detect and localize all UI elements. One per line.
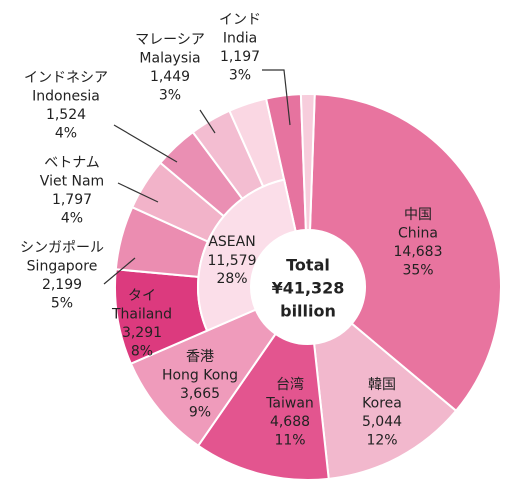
segment-label: 3% (159, 88, 181, 104)
segment-label: 8% (131, 344, 153, 360)
segment-label: Singapore (27, 259, 98, 275)
segment-label: 14,683 (394, 244, 443, 260)
segment-label: Viet Nam (40, 174, 104, 190)
segment-label: ベトナム (44, 155, 100, 171)
segment-label: 5% (51, 296, 73, 312)
segment-label: マレーシア (135, 32, 205, 48)
segment-label: 3% (229, 68, 251, 84)
center-hole (251, 230, 365, 344)
total-label: billion (280, 302, 336, 321)
segment-label: 4% (55, 126, 77, 142)
leader-line (117, 182, 159, 203)
leader-line (199, 109, 216, 134)
segment-label: 1,449 (150, 69, 190, 85)
segment-label: 1,524 (46, 107, 86, 123)
segment-label: 12% (366, 433, 397, 449)
segment-label: 9% (189, 405, 211, 421)
segment-label: 香港 (186, 349, 214, 365)
segment-label: 2,199 (42, 277, 82, 293)
segment-label: 1,197 (220, 49, 260, 65)
segment-label: 1,797 (52, 192, 92, 208)
leader-line (113, 124, 178, 163)
leader-line (262, 69, 291, 126)
segment-label: Taiwan (265, 396, 314, 412)
segment-label: タイ (128, 288, 156, 304)
segment-label: Malaysia (139, 51, 200, 67)
segment-label: 台湾 (276, 376, 304, 393)
segment-label: Indonesia (32, 89, 100, 105)
segment-label: 中国 (404, 207, 432, 223)
segment-label: Korea (362, 396, 402, 412)
segment-label: 3,291 (122, 325, 162, 341)
leader-line (103, 257, 136, 285)
segment-label: シンガポール (20, 240, 104, 256)
segment-label: 11% (274, 433, 305, 449)
total-label: ¥41,328 (272, 279, 345, 298)
group-label: 11,579 (208, 253, 257, 269)
segment-label: 5,044 (362, 414, 402, 430)
segment-label: インドネシア (24, 70, 108, 86)
segment-label: 3,665 (180, 386, 220, 402)
segment-label: 4,688 (270, 414, 310, 430)
total-label: Total (286, 256, 330, 275)
segment-label: China (398, 226, 438, 242)
segment-label: 35% (402, 263, 433, 279)
group-label: ASEAN (208, 234, 255, 250)
segment-label: 4% (61, 211, 83, 227)
segment-label: 韓国 (368, 377, 396, 393)
segment-label: インド (219, 12, 261, 28)
segment-label: Thailand (111, 307, 172, 323)
group-label: 28% (216, 271, 247, 287)
segment-label: India (223, 31, 257, 47)
segment-label: Hong Kong (162, 368, 238, 384)
